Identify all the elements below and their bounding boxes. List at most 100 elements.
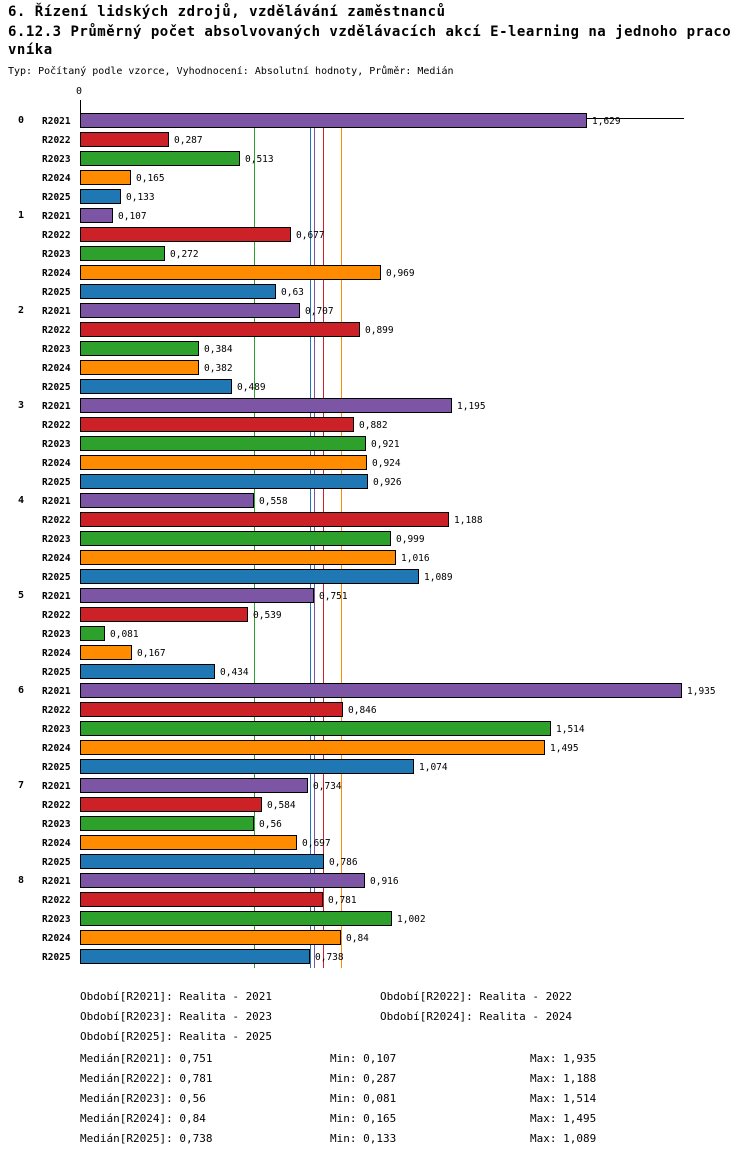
- bar-R2021-group-1: [80, 208, 113, 223]
- series-label: R2023: [42, 724, 71, 735]
- series-label: R2023: [42, 154, 71, 165]
- bar-R2025-group-2: [80, 379, 232, 394]
- series-label: R2024: [42, 838, 71, 849]
- stat-max: Max: 1,188: [530, 1072, 597, 1085]
- series-label: R2025: [42, 762, 71, 773]
- bar-value-label: 0,558: [259, 496, 288, 507]
- bar-value-label: 0,926: [373, 477, 402, 488]
- bar-value-label: 0,781: [328, 895, 357, 906]
- group-label: 7: [18, 780, 25, 791]
- bar-R2024-group-0: [80, 170, 131, 185]
- bar-R2021-group-4: [80, 493, 254, 508]
- bar-R2022-group-6: [80, 702, 343, 717]
- bar-value-label: 1,495: [550, 743, 579, 754]
- bar-value-label: 0,969: [386, 268, 415, 279]
- bar-R2025-group-0: [80, 189, 121, 204]
- chart-subtitle-line1: 6.12.3 Průměrný počet absolvovaných vzdě…: [8, 24, 732, 40]
- stat-max: Max: 1,495: [530, 1112, 597, 1125]
- bar-value-label: 0,489: [237, 382, 266, 393]
- bar-value-label: 1,935: [687, 686, 716, 697]
- bar-R2025-group-1: [80, 284, 276, 299]
- legend-item: Období[R2022]: Realita - 2022: [380, 990, 573, 1003]
- series-label: R2021: [42, 401, 71, 412]
- series-label: R2024: [42, 363, 71, 374]
- bar-R2025-group-6: [80, 759, 414, 774]
- bar-R2021-group-2: [80, 303, 300, 318]
- series-label: R2025: [42, 667, 71, 678]
- axis-zero-label: 0: [76, 86, 83, 97]
- series-label: R2022: [42, 610, 71, 621]
- chart-title: 6. Řízení lidských zdrojů, vzdělávání za…: [8, 4, 446, 20]
- bar-value-label: 1,629: [592, 116, 621, 127]
- series-label: R2023: [42, 439, 71, 450]
- bar-value-label: 1,074: [419, 762, 448, 773]
- group-label: 2: [18, 305, 25, 316]
- series-label: R2022: [42, 705, 71, 716]
- series-label: R2024: [42, 458, 71, 469]
- series-label: R2021: [42, 686, 71, 697]
- stat-median: Medián[R2023]: 0,56: [80, 1092, 206, 1105]
- bar-value-label: 0,384: [204, 344, 233, 355]
- bar-value-label: 1,016: [401, 553, 430, 564]
- series-label: R2021: [42, 591, 71, 602]
- bar-R2025-group-8: [80, 949, 310, 964]
- legend-item: Období[R2025]: Realita - 2025: [80, 1030, 273, 1043]
- bar-value-label: 0,751: [319, 591, 348, 602]
- series-label: R2025: [42, 477, 71, 488]
- chart-meta: Typ: Počítaný podle vzorce, Vyhodnocení:…: [8, 66, 454, 77]
- series-label: R2021: [42, 781, 71, 792]
- bar-R2024-group-5: [80, 645, 132, 660]
- bar-value-label: 0,84: [346, 933, 369, 944]
- bar-R2022-group-0: [80, 132, 169, 147]
- bar-R2021-group-7: [80, 778, 308, 793]
- bar-value-label: 0,434: [220, 667, 249, 678]
- bar-value-label: 0,786: [329, 857, 358, 868]
- bar-value-label: 0,133: [126, 192, 155, 203]
- group-label: 3: [18, 400, 25, 411]
- bar-R2024-group-3: [80, 455, 367, 470]
- bar-value-label: 0,921: [371, 439, 400, 450]
- series-label: R2021: [42, 496, 71, 507]
- bar-R2023-group-8: [80, 911, 392, 926]
- series-label: R2024: [42, 743, 71, 754]
- bar-R2024-group-2: [80, 360, 199, 375]
- bar-value-label: 0,882: [359, 420, 388, 431]
- series-label: R2024: [42, 933, 71, 944]
- axis-zero-tick: [80, 100, 81, 118]
- bar-value-label: 0,677: [296, 230, 325, 241]
- bar-R2022-group-8: [80, 892, 323, 907]
- series-label: R2025: [42, 192, 71, 203]
- bar-R2023-group-6: [80, 721, 551, 736]
- stat-max: Max: 1,935: [530, 1052, 597, 1065]
- group-label: 1: [18, 210, 25, 221]
- bar-value-label: 0,899: [365, 325, 394, 336]
- stat-median: Medián[R2021]: 0,751: [80, 1052, 213, 1065]
- bar-R2023-group-0: [80, 151, 240, 166]
- bar-R2023-group-2: [80, 341, 199, 356]
- bar-value-label: 0,107: [118, 211, 147, 222]
- bar-value-label: 0,63: [281, 287, 304, 298]
- bar-R2023-group-5: [80, 626, 105, 641]
- stat-min: Min: 0,133: [330, 1132, 397, 1145]
- stat-min: Min: 0,165: [330, 1112, 397, 1125]
- series-label: R2025: [42, 857, 71, 868]
- bar-R2023-group-3: [80, 436, 366, 451]
- bar-R2021-group-0: [80, 113, 587, 128]
- bar-R2022-group-3: [80, 417, 354, 432]
- bar-value-label: 1,195: [457, 401, 486, 412]
- bar-R2024-group-4: [80, 550, 396, 565]
- series-label: R2025: [42, 572, 71, 583]
- bar-value-label: 1,188: [454, 515, 483, 526]
- series-label: R2024: [42, 553, 71, 564]
- bar-value-label: 0,999: [396, 534, 425, 545]
- series-label: R2023: [42, 819, 71, 830]
- bar-value-label: 1,089: [424, 572, 453, 583]
- bar-R2022-group-5: [80, 607, 248, 622]
- bar-R2024-group-6: [80, 740, 545, 755]
- bar-value-label: 0,697: [302, 838, 331, 849]
- series-label: R2022: [42, 800, 71, 811]
- bar-R2024-group-7: [80, 835, 297, 850]
- bar-value-label: 0,272: [170, 249, 199, 260]
- bar-R2022-group-7: [80, 797, 262, 812]
